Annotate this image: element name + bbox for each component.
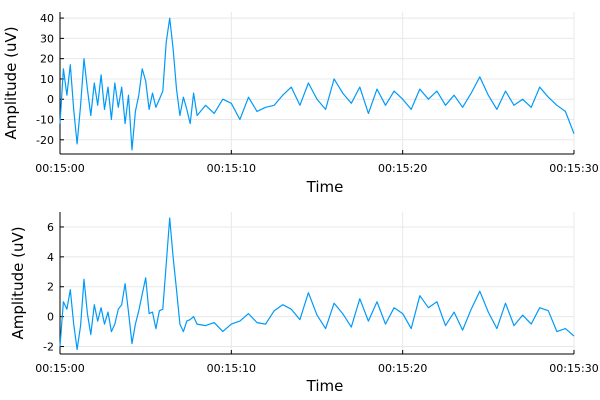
top-series-line [59,17,575,151]
bottom-x-tick-label: 00:15:00 [35,362,84,375]
bottom-x-tick-label: 00:15:10 [207,362,256,375]
top-x-tick-label: 00:15:30 [549,162,598,175]
top-y-axis-label: Amplitude (uV) [2,26,20,139]
bottom-x-tick-label: 00:15:30 [549,362,598,375]
top-y-tick-label: 20 [40,53,54,66]
top-y-tick-label: 10 [40,73,54,86]
bottom-y-tick-label: 6 [47,221,54,234]
top-x-tick-label: 00:15:10 [207,162,256,175]
bottom-y-axis-label: Amplitude (uV) [9,226,27,339]
top-y-tick-label: 30 [40,32,54,45]
bottom-y-tick-label: 4 [47,251,54,264]
top-y-tick-label: 40 [40,12,54,25]
top-chart-panel: Time Amplitude (uV) -20 -10 0 10 20 30 40 00:15… [2,12,599,196]
top-x-tick-label: 00:15:00 [35,162,84,175]
bottom-y-tick-label: 0 [47,311,54,324]
bottom-y-tick-label: 2 [47,281,54,294]
top-y-tick-label: -10 [36,114,54,127]
bottom-chart-panel: Time Amplitude (uV) -2 0 2 4 6 00:15:00 00:15:… [9,212,599,395]
top-x-tick-label: 00:15:20 [378,162,427,175]
bottom-series-line [59,217,575,351]
bottom-x-tick-label: 00:15:20 [378,362,427,375]
bottom-y-tick-label: -2 [43,341,54,354]
top-x-axis-label: Time [306,178,344,196]
top-y-tick-label: -20 [36,134,54,147]
top-y-tick-label: 0 [47,93,54,106]
bottom-x-axis-label: Time [306,377,344,395]
